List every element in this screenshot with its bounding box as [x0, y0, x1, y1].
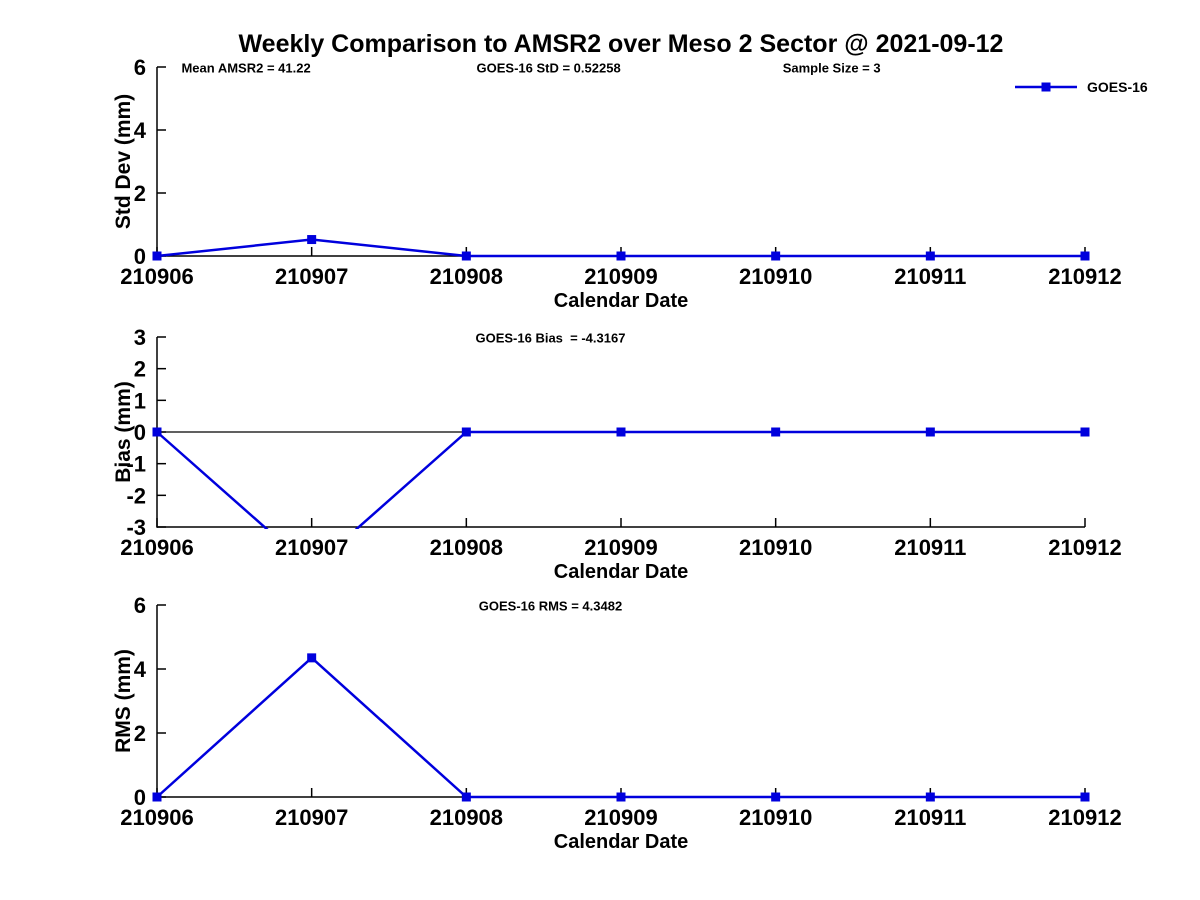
- y-tick-label: 2: [134, 357, 146, 382]
- x-tick-label: 210912: [1048, 264, 1121, 289]
- legend-marker: [1041, 82, 1051, 92]
- data-point-marker: [771, 427, 781, 437]
- legend-line-sample: [1015, 82, 1077, 92]
- x-tick-label: 210910: [739, 805, 812, 830]
- y-tick-label: -3: [126, 515, 146, 540]
- data-point-marker: [1080, 792, 1090, 802]
- annotation-mean-amsr2: Mean AMSR2 = 41.22: [181, 61, 310, 76]
- annotation-sample-size: Sample Size = 3: [783, 61, 881, 76]
- y-tick-label: 2: [134, 181, 146, 206]
- x-tick-label: 210908: [430, 264, 503, 289]
- x-axis-label: Calendar Date: [554, 831, 689, 853]
- y-tick-label: 4: [134, 657, 147, 682]
- figure-title: Weekly Comparison to AMSR2 over Meso 2 S…: [238, 30, 1004, 58]
- y-tick-label: 0: [134, 420, 146, 445]
- annotation-goes16-bias: GOES-16 Bias = -4.3167: [475, 331, 625, 346]
- x-tick-label: 210906: [120, 535, 193, 560]
- x-axis-label: Calendar Date: [554, 290, 689, 312]
- data-point-marker: [925, 251, 935, 261]
- y-tick-label: 6: [134, 593, 146, 618]
- subplot-bias: -3 -2 -1 0 1 2 3 210906 210907 210908 210909 210910…: [112, 325, 1122, 583]
- x-tick-label: 210912: [1048, 535, 1121, 560]
- y-tick-label: 4: [134, 118, 147, 143]
- x-tick-label: 210907: [275, 805, 348, 830]
- data-point-marker: [307, 235, 317, 245]
- data-point-marker: [616, 427, 626, 437]
- x-tick-label: 210909: [584, 264, 657, 289]
- y-tick-label: 3: [134, 325, 146, 350]
- data-point-marker: [616, 251, 626, 261]
- legend: GOES-16: [1012, 76, 1148, 98]
- legend-label: GOES-16: [1087, 79, 1148, 95]
- y-tick-label: 0: [134, 785, 146, 810]
- data-point-marker: [925, 792, 935, 802]
- data-point-marker: [152, 792, 162, 802]
- x-tick-label: 210910: [739, 535, 812, 560]
- y-axis-label: RMS (mm): [112, 649, 135, 753]
- y-axis-label: Bias (mm): [112, 381, 135, 483]
- x-tick-label: 210906: [120, 805, 193, 830]
- data-point-marker: [152, 427, 162, 437]
- x-tick-label: 210911: [894, 535, 966, 560]
- data-point-marker: [461, 251, 471, 261]
- subplot-rms: 0 2 4 6 210906 210907 210908 210909 210910 210911…: [112, 593, 1122, 853]
- x-tick-label: 210908: [430, 535, 503, 560]
- x-axis-label: Calendar Date: [554, 561, 689, 583]
- x-tick-label: 210911: [894, 805, 966, 830]
- data-line-goes-16: [156, 656, 1085, 799]
- data-point-marker: [616, 792, 626, 802]
- data-point-marker: [925, 427, 935, 437]
- data-point-marker: [1080, 427, 1090, 437]
- y-tick-label: 0: [134, 244, 146, 269]
- x-tick-label: 210909: [584, 805, 657, 830]
- x-tick-label: 210907: [275, 535, 348, 560]
- data-point-marker: [771, 251, 781, 261]
- x-tick-label: 210912: [1048, 805, 1121, 830]
- data-point-marker: [1080, 251, 1090, 261]
- data-point-marker: [152, 251, 162, 261]
- data-point-marker: [771, 792, 781, 802]
- x-tick-label: 210906: [120, 264, 193, 289]
- subplot-std-dev: 0 2 4 6 210906 210907 210908 210909 210910 210911…: [112, 55, 1122, 312]
- data-point-marker: [461, 427, 471, 437]
- annotation-goes16-rms: GOES-16 RMS = 4.3482: [479, 599, 622, 614]
- y-axis-label: Std Dev (mm): [112, 94, 135, 229]
- x-tick-label: 210909: [584, 535, 657, 560]
- data-point-marker: [461, 792, 471, 802]
- data-point-marker: [307, 653, 317, 663]
- y-tick-label: 6: [134, 55, 146, 80]
- x-tick-label: 210910: [739, 264, 812, 289]
- y-tick-label: -2: [126, 483, 146, 508]
- x-tick-label: 210907: [275, 264, 348, 289]
- y-tick-label: 2: [134, 721, 146, 746]
- annotation-goes16-std: GOES-16 StD = 0.52258: [477, 61, 621, 76]
- y-tick-label: 1: [134, 388, 146, 413]
- y-tick-label: -1: [126, 452, 146, 477]
- x-tick-label: 210908: [430, 805, 503, 830]
- x-tick-label: 210911: [894, 264, 966, 289]
